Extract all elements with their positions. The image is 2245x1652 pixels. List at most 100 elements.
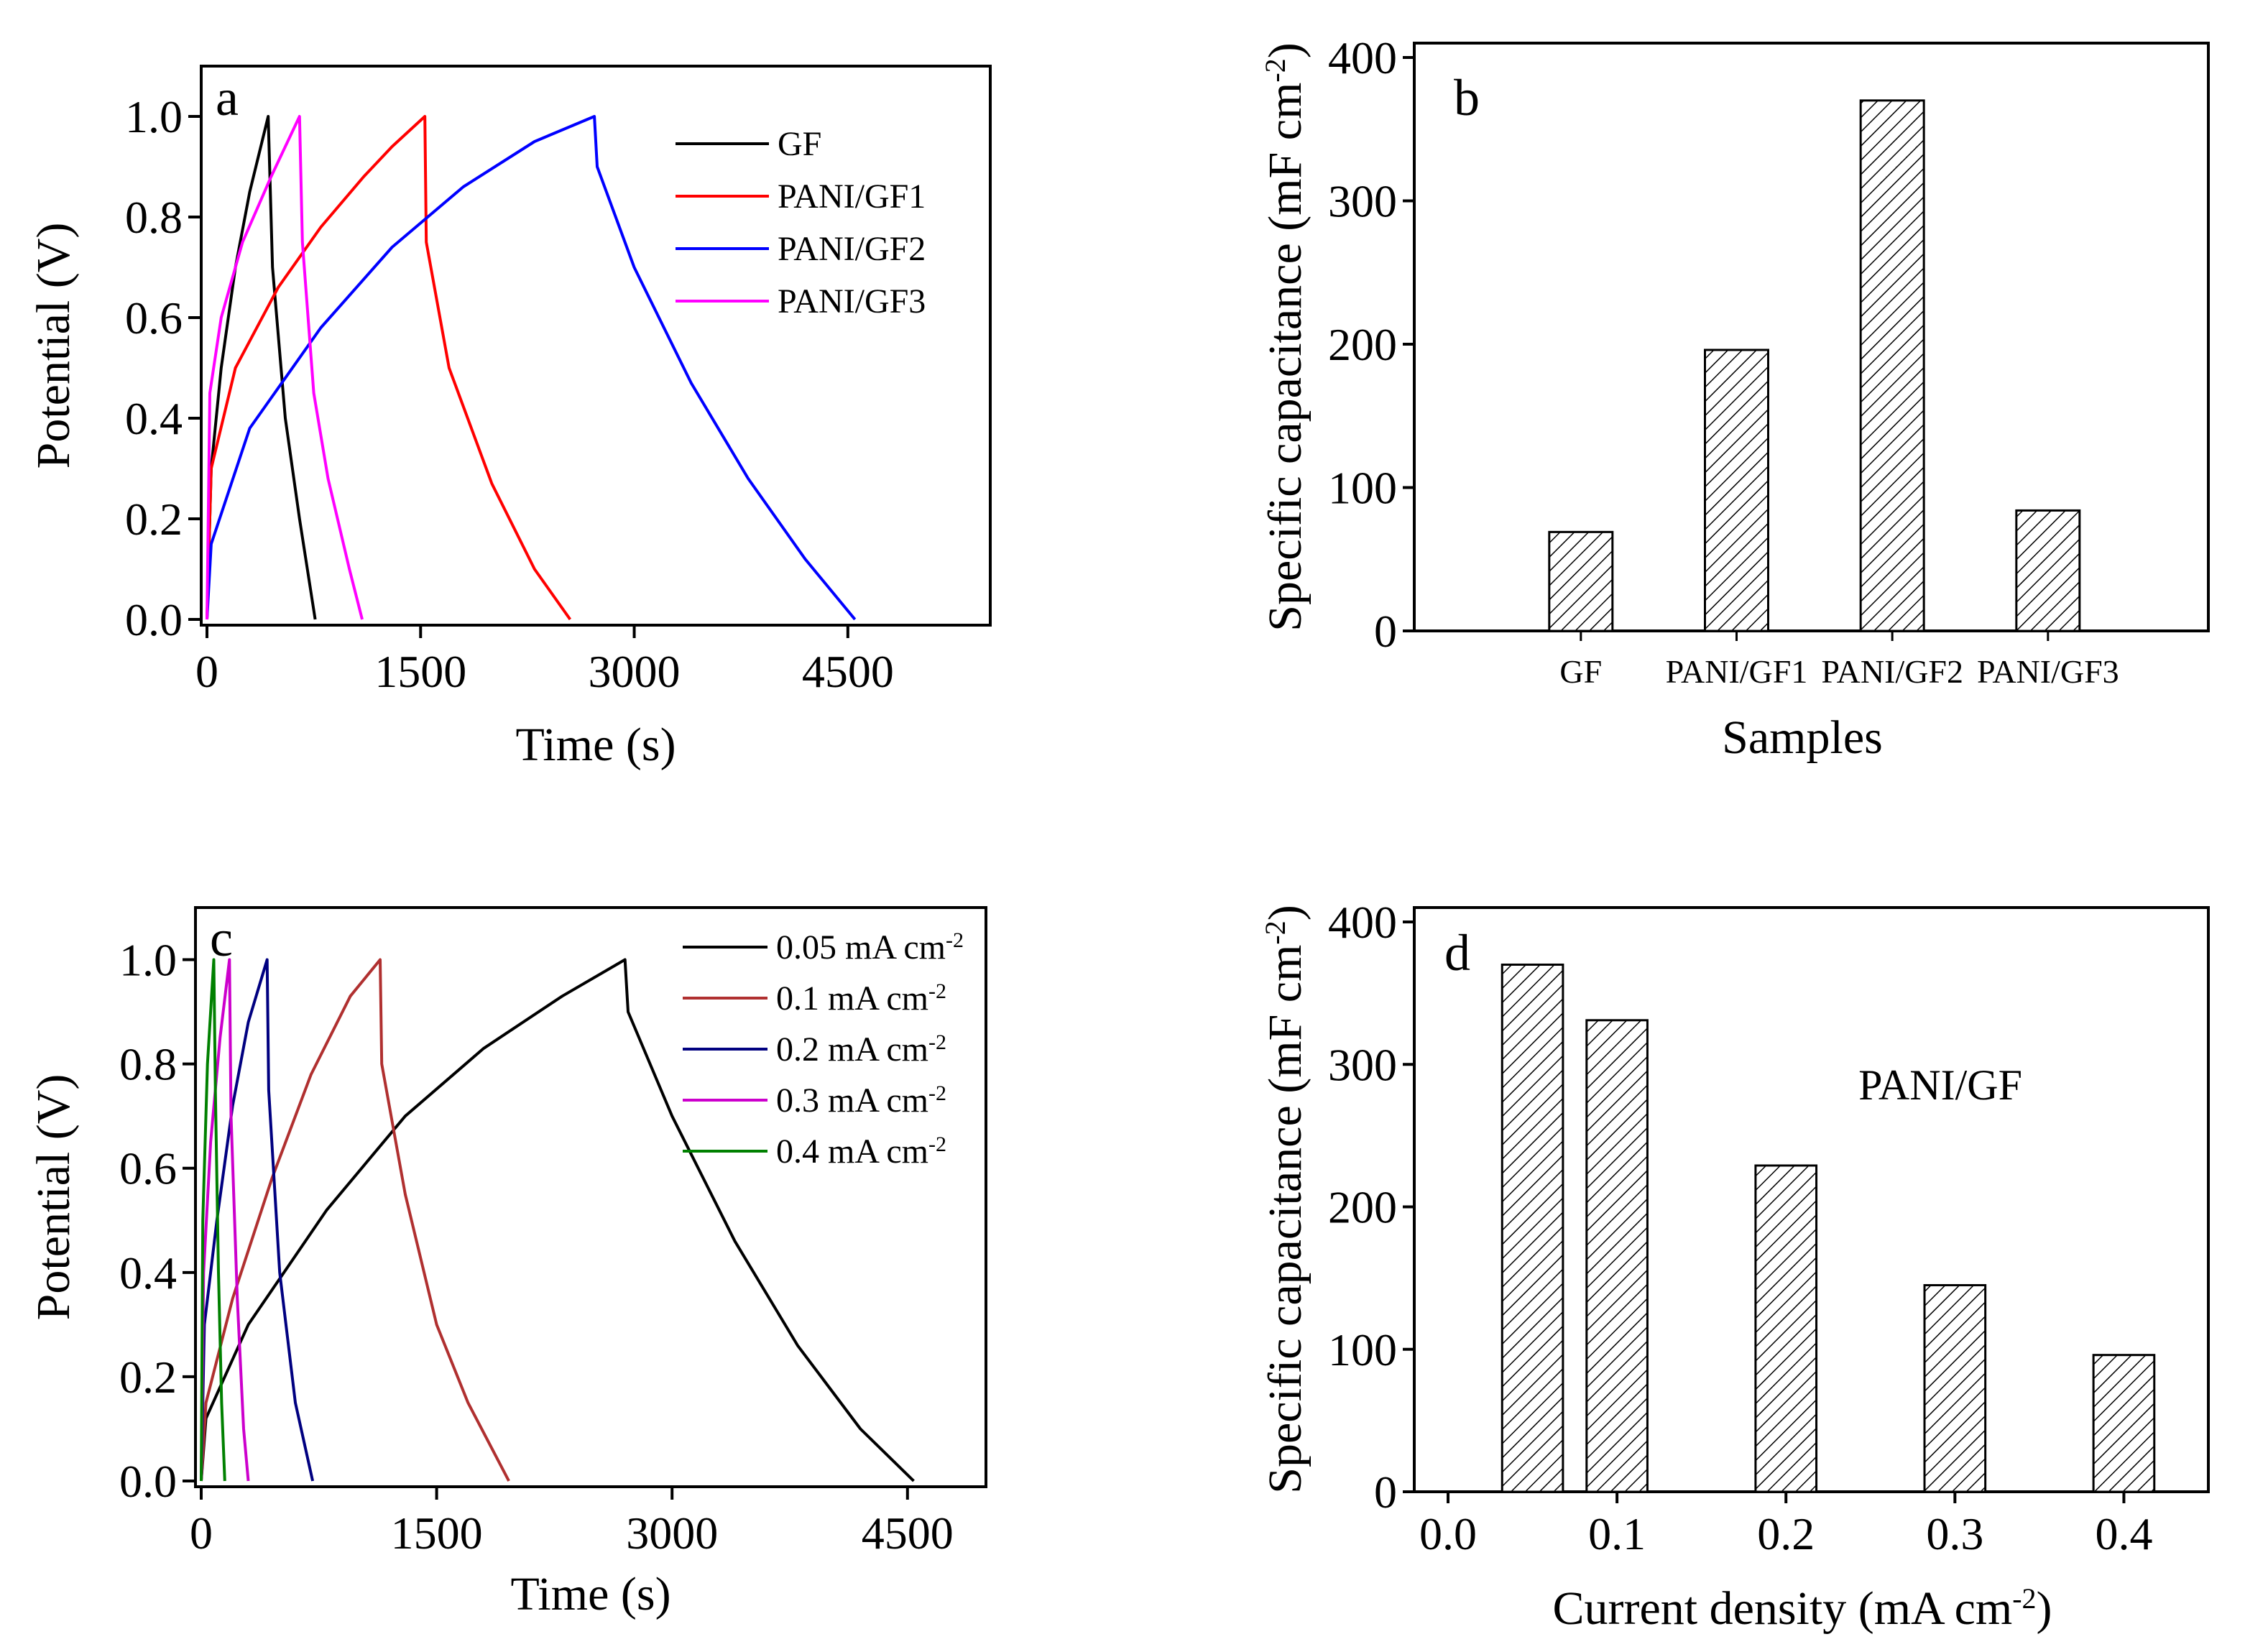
category-label: GF (1559, 653, 1602, 690)
x-axis-label-c: Time (s) (510, 1568, 670, 1620)
plot-area-c (194, 906, 987, 1488)
x-ticks-c: 0 1500 3000 4500 (190, 1487, 954, 1559)
bar-gf (1548, 530, 1614, 632)
y-ticks-a: 0.0 0.2 0.4 0.6 0.8 1.0 (125, 91, 201, 645)
y-tick-label: 100 (1328, 463, 1397, 514)
y-tick-label: 400 (1328, 897, 1397, 948)
y-tick-label: 0.0 (125, 594, 183, 645)
series-line-pani-gf3 (206, 115, 364, 620)
y-tick-label: 400 (1328, 32, 1397, 83)
series-line-0-2-ma-cm-2 (200, 958, 315, 1482)
y-tick-label: 0 (1374, 606, 1397, 657)
legend-label: PANI/GF3 (778, 282, 926, 320)
legend-label-sup: -2 (928, 1132, 946, 1156)
legend-a: GF PANI/GF1 PANI/GF2 PANI/GF3 (676, 125, 926, 320)
x-tick-label: 4500 (862, 1508, 954, 1559)
series-line-pani-gf1 (206, 115, 572, 621)
x-ticks-a: 0 1500 3000 4500 (195, 625, 894, 697)
bar-0-05 (1500, 963, 1564, 1493)
legend-label-text: 0.3 mA cm (776, 1081, 928, 1120)
y-axis-label-a: Potential (V) (27, 223, 80, 469)
y-tick-label: 300 (1328, 176, 1397, 227)
bar-pani-gf2 (1859, 99, 1925, 632)
legend-c: 0.05 mA cm-20.1 mA cm-20.2 mA cm-20.3 mA… (683, 928, 964, 1171)
x-ticks-d: 0.0 0.1 0.2 0.3 0.4 (1419, 1492, 2152, 1559)
panel-letter-c: c (210, 910, 233, 967)
y-tick-label: 0.2 (119, 1352, 177, 1403)
x-axis-label-d-sup: -2 (2012, 1582, 2036, 1615)
y-axis-label-b-close: ) (1259, 42, 1311, 58)
legend-label-sup: -2 (928, 1030, 946, 1054)
panel-a: a 0 1500 3000 4500 0.0 0.2 0.4 0.6 0.8 1.0 GF PAN… (27, 65, 992, 771)
legend-label: 0.1 mA cm-2 (776, 979, 946, 1018)
x-tick-label: 1500 (374, 646, 466, 697)
x-tick-label: 3000 (589, 646, 681, 697)
series-line-gf (206, 115, 317, 620)
x-tick-label: 0.3 (1926, 1508, 1983, 1559)
x-tick-label: 0.1 (1588, 1508, 1646, 1559)
bars-b (1548, 99, 2081, 632)
y-axis-label-b: Specific capacitance (mF cm-2) (1259, 42, 1312, 631)
annotation-pani-gf: PANI/GF (1858, 1061, 2022, 1109)
y-tick-label: 0.6 (125, 292, 183, 343)
x-tick-label: 3000 (626, 1508, 718, 1559)
y-tick-label: 0.8 (125, 192, 183, 243)
y-axis-label-b-sup: -2 (1259, 58, 1291, 82)
plot-area-a (200, 65, 992, 627)
y-tick-label: 200 (1328, 1182, 1397, 1233)
x-tick-label: 4500 (802, 646, 894, 697)
category-label: PANI/GF3 (1977, 653, 2119, 690)
x-tick-label: 1500 (391, 1508, 483, 1559)
legend-label: 0.05 mA cm-2 (776, 928, 964, 967)
panel-c: c 0 1500 3000 4500 0.0 0.2 0.4 0.6 0.8 1.0 0.05 … (27, 906, 987, 1620)
y-axis-label-d-close: ) (1259, 905, 1311, 920)
panel-letter-b: b (1454, 69, 1480, 126)
bar-pani-gf1 (1704, 349, 1769, 632)
bar-0-4 (2092, 1354, 2156, 1493)
y-tick-label: 200 (1328, 319, 1397, 370)
y-tick-label: 300 (1328, 1039, 1397, 1090)
legend-label-text: 0.1 mA cm (776, 979, 928, 1017)
y-tick-label: 0 (1374, 1467, 1397, 1518)
y-ticks-b: 0 100 200 300 400 (1328, 32, 1414, 657)
x-axis-label-d-text: Current density (mA cm (1552, 1582, 2012, 1635)
series-line-0-3-ma-cm-3 (200, 958, 250, 1482)
x-axis-label-d: Current density (mA cm-2) (1552, 1582, 2052, 1635)
y-tick-label: 0.8 (119, 1039, 177, 1090)
series-group-a (206, 115, 857, 621)
x-axis-label-d-close: ) (2037, 1582, 2052, 1635)
plot-area-b (1413, 42, 2210, 632)
y-ticks-d: 0 100 200 300 400 (1328, 897, 1414, 1518)
legend-label: 0.4 mA cm-2 (776, 1132, 946, 1171)
y-axis-label-b-text: Specific capacitance (mF cm (1259, 83, 1311, 632)
x-tick-label: 0 (190, 1508, 213, 1559)
legend-label-text: 0.2 mA cm (776, 1030, 928, 1069)
legend-label-text: PANI/GF2 (778, 230, 926, 268)
legend-label: GF (778, 125, 821, 163)
x-tick-label: 0 (195, 646, 218, 697)
y-tick-label: 100 (1328, 1324, 1397, 1375)
legend-label-text: 0.4 mA cm (776, 1132, 928, 1171)
x-axis-label-b: Samples (1722, 711, 1883, 764)
legend-label-sup: -2 (928, 1081, 946, 1105)
x-axis-label-a: Time (s) (515, 719, 676, 771)
legend-label: PANI/GF2 (778, 230, 926, 268)
legend-label-text: 0.05 mA cm (776, 928, 946, 966)
legend-label: 0.3 mA cm-2 (776, 1081, 946, 1120)
bar-0-1 (1585, 1019, 1649, 1493)
bar-pani-gf3 (2015, 509, 2081, 632)
bars-d (1500, 963, 2156, 1493)
x-tick-label: 0.2 (1757, 1508, 1815, 1559)
y-axis-label-d-text: Specific capacitance (mF cm (1259, 945, 1311, 1494)
legend-label: PANI/GF1 (778, 177, 926, 216)
series-group-c (200, 958, 915, 1482)
series-line-0-4-ma-cm-4 (200, 958, 226, 1482)
bar-0-3 (1923, 1284, 1987, 1493)
y-ticks-c: 0.0 0.2 0.4 0.6 0.8 1.0 (119, 935, 195, 1507)
x-tick-label: 0.0 (1419, 1508, 1477, 1559)
panel-b: b 0 100 200 300 400 GF PANI/GF1 PANI/GF2 PANI/G… (1259, 32, 2210, 764)
series-line-0-05-ma-cm-0 (200, 958, 915, 1482)
y-tick-label: 0.2 (125, 494, 183, 545)
